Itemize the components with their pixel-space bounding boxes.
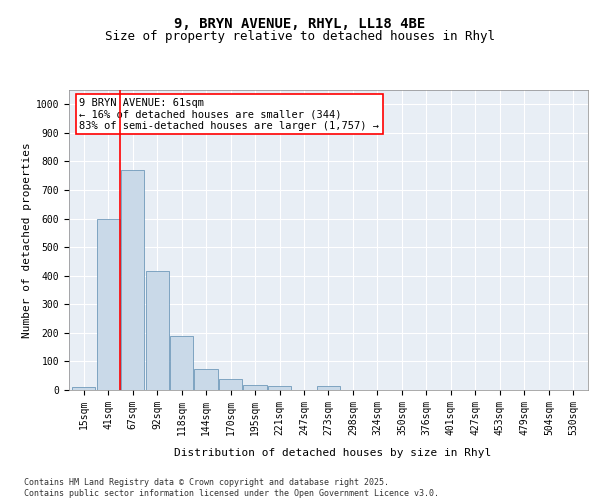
Bar [244, 385, 266, 390]
Text: Size of property relative to detached houses in Rhyl: Size of property relative to detached ho… [105, 30, 495, 43]
Bar [97, 218, 120, 390]
Text: Distribution of detached houses by size in Rhyl: Distribution of detached houses by size … [175, 448, 491, 458]
Text: 9, BRYN AVENUE, RHYL, LL18 4BE: 9, BRYN AVENUE, RHYL, LL18 4BE [175, 18, 425, 32]
Bar [146, 272, 169, 390]
Bar [194, 368, 218, 390]
Bar [121, 170, 144, 390]
Text: 9 BRYN AVENUE: 61sqm
← 16% of detached houses are smaller (344)
83% of semi-deta: 9 BRYN AVENUE: 61sqm ← 16% of detached h… [79, 98, 379, 130]
Bar [268, 386, 291, 390]
Bar [219, 379, 242, 390]
Text: Contains HM Land Registry data © Crown copyright and database right 2025.
Contai: Contains HM Land Registry data © Crown c… [24, 478, 439, 498]
Y-axis label: Number of detached properties: Number of detached properties [22, 142, 32, 338]
Bar [170, 336, 193, 390]
Bar [317, 386, 340, 390]
Bar [72, 387, 95, 390]
